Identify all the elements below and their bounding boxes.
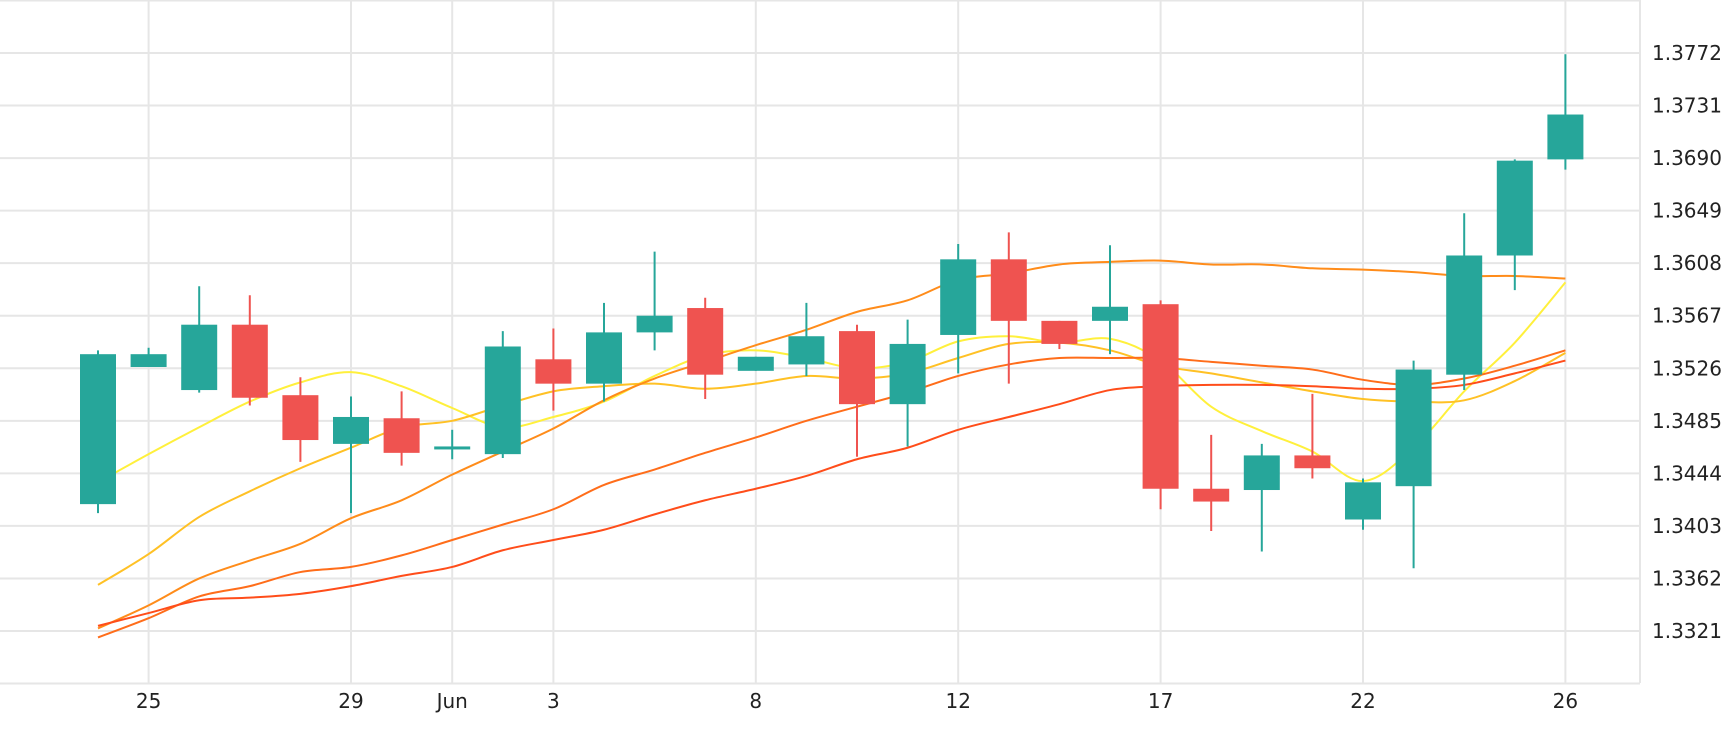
y-tick-label: 1.3772 <box>1652 41 1722 65</box>
x-tick-label: 22 <box>1350 689 1375 713</box>
candle-body <box>1496 160 1533 256</box>
grid <box>0 0 1641 685</box>
candle-down <box>535 328 572 411</box>
candle-body <box>1345 482 1381 520</box>
candle-body <box>1243 455 1280 491</box>
candle-down <box>1142 300 1179 510</box>
x-tick-label: 26 <box>1553 689 1578 713</box>
candle-body <box>130 354 167 367</box>
candle-body <box>1446 255 1483 375</box>
candle-up <box>1345 478 1381 530</box>
candle-body <box>333 416 369 444</box>
candles <box>80 54 1584 569</box>
candle-body <box>737 356 774 371</box>
candle-up <box>1496 159 1533 291</box>
x-tick-label: 25 <box>136 689 161 713</box>
y-tick-label: 1.3403 <box>1652 514 1722 538</box>
moving-average-line <box>97 349 1566 639</box>
candle-down <box>383 391 420 466</box>
candle-up <box>940 243 977 374</box>
candle-body <box>1193 488 1230 502</box>
candle-body <box>1294 455 1331 469</box>
candle-body <box>80 354 116 505</box>
candle-up <box>130 347 167 367</box>
y-tick-label: 1.3485 <box>1652 409 1722 433</box>
moving-average-line <box>97 340 1566 586</box>
candle-body <box>383 418 420 453</box>
candle-body <box>586 332 622 384</box>
candle-down <box>1294 393 1331 479</box>
x-tick-label: 29 <box>338 689 363 713</box>
x-tick-label: 12 <box>945 689 970 713</box>
candle-body <box>1092 306 1128 321</box>
candle-body <box>687 308 724 375</box>
candle-body <box>839 331 875 405</box>
candle-body <box>434 446 471 450</box>
candle-up <box>333 396 369 514</box>
candle-body <box>990 259 1027 321</box>
candle-body <box>1142 304 1179 489</box>
x-tick-label: 3 <box>547 689 560 713</box>
candle-up <box>434 429 471 460</box>
candle-up <box>1446 213 1483 391</box>
y-tick-label: 1.3321 <box>1652 619 1722 643</box>
candle-up <box>1547 54 1584 170</box>
candle-down <box>1193 434 1230 532</box>
candle-up <box>636 251 673 351</box>
candle-body <box>889 343 926 405</box>
candle-up <box>586 302 622 402</box>
y-tick-label: 1.3567 <box>1652 304 1722 328</box>
x-axis: 25 29 Jun 3 8 12 17 22 26 <box>136 689 1578 713</box>
candle-body <box>788 336 825 365</box>
moving-average-line <box>97 259 1566 630</box>
candle-body <box>1547 114 1584 160</box>
candle-up <box>181 286 218 393</box>
candle-body <box>636 315 673 333</box>
candle-up <box>80 350 116 514</box>
candle-body <box>231 324 268 398</box>
candle-body <box>535 359 572 384</box>
candle-up <box>1395 360 1432 569</box>
y-axis: 1.3321 1.3362 1.3403 1.3444 1.3485 1.3526 1.35… <box>1652 41 1722 643</box>
candle-up <box>484 331 521 458</box>
candle-down <box>231 295 268 406</box>
candle-up <box>1092 245 1128 355</box>
y-tick-label: 1.3731 <box>1652 94 1722 118</box>
candle-body <box>1395 369 1432 487</box>
y-tick-label: 1.3649 <box>1652 199 1722 223</box>
candle-down <box>839 324 875 457</box>
candle-up <box>788 302 825 376</box>
candle-body <box>181 324 218 391</box>
candle-down <box>282 377 319 462</box>
moving-average-line <box>97 281 1567 484</box>
moving-averages <box>97 259 1567 639</box>
candle-up <box>889 319 926 447</box>
x-tick-label: 17 <box>1148 689 1173 713</box>
candle-down <box>1041 320 1078 350</box>
candle-body <box>940 259 977 335</box>
y-tick-label: 1.3608 <box>1652 251 1722 275</box>
candle-body <box>1041 320 1078 344</box>
x-tick-label: 8 <box>749 689 762 713</box>
candle-body <box>282 395 319 441</box>
candle-up <box>1243 443 1280 552</box>
y-tick-label: 1.3444 <box>1652 461 1722 485</box>
candle-body <box>484 346 521 455</box>
candle-down <box>990 232 1027 384</box>
y-tick-label: 1.3526 <box>1652 356 1722 380</box>
y-tick-label: 1.3362 <box>1652 566 1722 590</box>
moving-average-line <box>97 359 1566 627</box>
y-tick-label: 1.3690 <box>1652 146 1722 170</box>
x-tick-label: Jun <box>435 689 468 713</box>
candle-down <box>687 297 724 400</box>
candle-up <box>737 356 774 371</box>
